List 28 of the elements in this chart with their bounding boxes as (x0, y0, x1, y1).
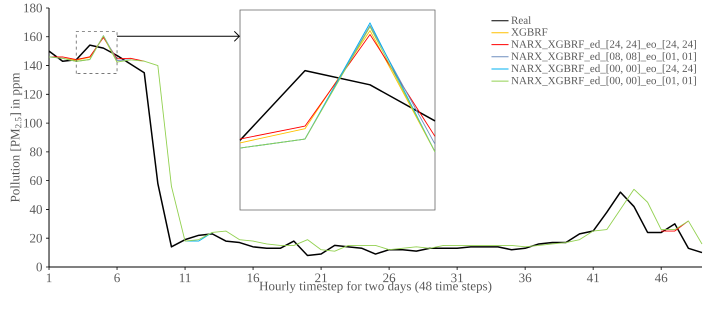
legend-label: NARX_XGBRF_ed_[08, 08]_eo_[01, 01] (511, 52, 696, 62)
y-tick-label: 180 (24, 4, 42, 12)
x-tick-label: 6 (114, 274, 120, 282)
legend-label: Real (511, 16, 531, 24)
y-axis-title: Pollution [PM$_{2.5}$] in ppm (10, 72, 22, 202)
legend-label: NARX_XGBRF_ed_[00, 00]_eo_[24, 24] (511, 64, 696, 74)
x-tick-label: 31 (451, 274, 463, 282)
y-tick-label: 20 (30, 234, 42, 243)
x-tick-label: 36 (519, 274, 532, 282)
legend-label: NARX_XGBRF_ed_[00, 00]_eo_[01, 01] (511, 76, 696, 86)
y-tick-label: 60 (30, 176, 42, 186)
x-axis-title: Hourly timestep for two days (48 time steps) (259, 281, 492, 294)
y-tick-label: 120 (24, 90, 42, 99)
y-tick-label: 0 (36, 262, 42, 272)
legend-label: XGBRF (511, 28, 548, 36)
y-tick-label: 160 (24, 32, 42, 42)
y-tick-label: 100 (24, 118, 42, 128)
x-tick-label: 1 (46, 274, 52, 282)
y-tick-label: 140 (24, 61, 42, 70)
x-tick-label: 21 (315, 274, 327, 282)
x-tick-label: 41 (586, 274, 599, 282)
x-tick-label: 11 (180, 274, 191, 282)
legend-label: NARX_XGBRF_ed_[24, 24]_eo_[24, 24] (511, 40, 696, 50)
x-tick-label: 16 (248, 274, 260, 282)
y-tick-label: 40 (30, 205, 42, 214)
x-tick-label: 26 (383, 274, 396, 282)
y-tick-label: 80 (30, 147, 42, 156)
x-tick-label: 46 (654, 274, 668, 282)
